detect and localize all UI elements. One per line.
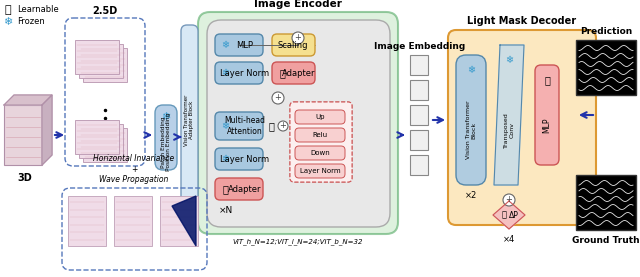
- Bar: [68, 196, 106, 246]
- Polygon shape: [172, 196, 196, 246]
- FancyBboxPatch shape: [290, 102, 352, 182]
- FancyBboxPatch shape: [215, 62, 263, 84]
- Text: 2.5D: 2.5D: [92, 6, 118, 16]
- Text: +: +: [280, 122, 287, 130]
- FancyBboxPatch shape: [181, 25, 198, 215]
- Bar: [4, 105, 42, 165]
- Text: Adapter: Adapter: [282, 68, 316, 78]
- Text: VIT_h_N=12;VIT_l_N=24;VIT_b_N=32: VIT_h_N=12;VIT_l_N=24;VIT_b_N=32: [233, 238, 364, 245]
- Text: ×2: ×2: [465, 191, 477, 200]
- Circle shape: [503, 194, 515, 206]
- Text: ❄: ❄: [505, 55, 513, 65]
- Polygon shape: [493, 201, 525, 229]
- Bar: [410, 155, 428, 175]
- Bar: [79, 124, 123, 158]
- Bar: [160, 196, 198, 246]
- Text: Multi-head
Attention: Multi-head Attention: [225, 116, 266, 136]
- Text: 🔥: 🔥: [544, 75, 550, 85]
- Text: Relu: Relu: [312, 132, 328, 138]
- Text: Horizontal Invariance
+
Wave Propagation: Horizontal Invariance + Wave Propagation: [93, 154, 175, 184]
- Text: ❄: ❄: [221, 68, 229, 78]
- FancyBboxPatch shape: [272, 34, 315, 56]
- Bar: [75, 40, 119, 74]
- Bar: [410, 55, 428, 75]
- Text: Image Embedding: Image Embedding: [374, 42, 466, 51]
- Text: ❄: ❄: [467, 65, 475, 75]
- FancyBboxPatch shape: [198, 12, 398, 234]
- Bar: [410, 130, 428, 150]
- FancyBboxPatch shape: [535, 65, 559, 165]
- Text: Prediction: Prediction: [580, 27, 632, 36]
- Polygon shape: [4, 95, 52, 105]
- Text: 🔥: 🔥: [268, 121, 274, 131]
- Text: Transposed
Conv: Transposed Conv: [504, 112, 515, 148]
- Text: Layer Norm: Layer Norm: [300, 168, 340, 174]
- Text: ❄: ❄: [3, 17, 13, 27]
- FancyBboxPatch shape: [215, 178, 263, 200]
- Text: ×N: ×N: [219, 206, 233, 215]
- Text: ❄: ❄: [221, 121, 229, 131]
- Text: +: +: [294, 34, 301, 42]
- Text: Adapter: Adapter: [228, 184, 262, 194]
- Text: ΔP: ΔP: [509, 211, 519, 219]
- FancyBboxPatch shape: [215, 112, 263, 140]
- Text: 🔥: 🔥: [222, 184, 228, 194]
- Circle shape: [292, 32, 304, 44]
- Circle shape: [278, 121, 288, 131]
- Text: Vision Transformer
Block: Vision Transformer Block: [466, 101, 476, 159]
- Bar: [576, 40, 636, 95]
- Text: ×4: ×4: [503, 235, 515, 244]
- Bar: [410, 105, 428, 125]
- Text: Up: Up: [316, 114, 324, 120]
- Polygon shape: [42, 95, 52, 165]
- Bar: [83, 128, 127, 162]
- Bar: [576, 175, 636, 230]
- Text: 3D: 3D: [18, 173, 33, 183]
- Text: Down: Down: [310, 150, 330, 156]
- Text: Ground Truth: Ground Truth: [572, 236, 640, 245]
- Bar: [79, 44, 123, 78]
- Bar: [83, 48, 127, 82]
- FancyBboxPatch shape: [215, 148, 263, 170]
- FancyBboxPatch shape: [295, 146, 345, 160]
- Text: ❄: ❄: [221, 154, 229, 164]
- Text: Frozen: Frozen: [17, 17, 45, 27]
- Text: Scaling: Scaling: [278, 40, 308, 50]
- Text: Layer Norm: Layer Norm: [220, 68, 269, 78]
- Text: +: +: [506, 196, 513, 204]
- FancyBboxPatch shape: [295, 164, 345, 178]
- Text: 🔥: 🔥: [4, 5, 12, 15]
- Text: Vision Transformer
Adapter Block: Vision Transformer Adapter Block: [184, 94, 195, 146]
- Text: Learnable: Learnable: [17, 6, 59, 14]
- FancyBboxPatch shape: [155, 105, 177, 170]
- FancyBboxPatch shape: [295, 128, 345, 142]
- Bar: [75, 120, 119, 154]
- Bar: [114, 196, 152, 246]
- Text: MLP: MLP: [543, 117, 552, 133]
- Bar: [410, 80, 428, 100]
- Text: Patch Embedding
Position Embedding: Patch Embedding Position Embedding: [161, 113, 172, 171]
- Text: ❄: ❄: [161, 112, 171, 122]
- Text: Layer Norm: Layer Norm: [220, 155, 269, 163]
- Circle shape: [272, 92, 284, 104]
- FancyBboxPatch shape: [207, 20, 390, 227]
- Text: +: +: [275, 94, 282, 102]
- Polygon shape: [494, 45, 524, 185]
- FancyBboxPatch shape: [215, 34, 263, 56]
- FancyBboxPatch shape: [456, 55, 486, 185]
- Text: ❄: ❄: [221, 40, 229, 50]
- FancyBboxPatch shape: [272, 62, 315, 84]
- Text: Image Encoder: Image Encoder: [254, 0, 342, 9]
- Text: 🔥: 🔥: [279, 68, 285, 78]
- FancyBboxPatch shape: [295, 110, 345, 124]
- FancyBboxPatch shape: [448, 30, 596, 225]
- Text: Light Mask Decoder: Light Mask Decoder: [467, 16, 577, 26]
- Text: 🔥: 🔥: [502, 211, 506, 219]
- Text: MLP: MLP: [237, 40, 253, 50]
